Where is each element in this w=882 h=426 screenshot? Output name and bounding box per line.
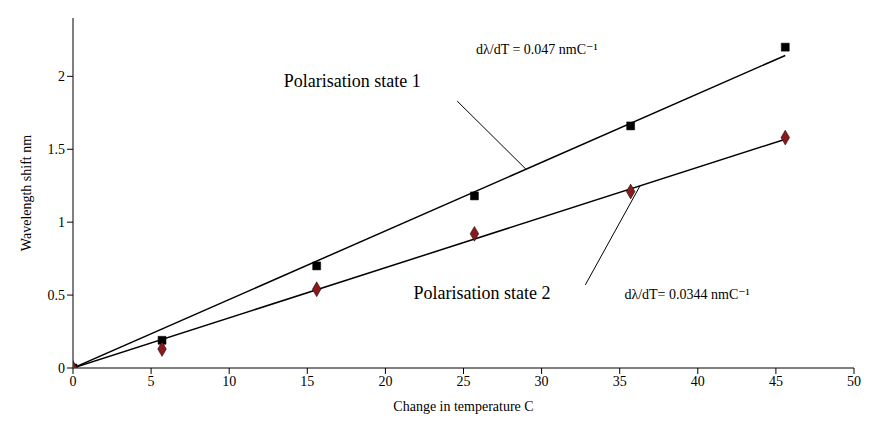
svg-text:50: 50: [847, 374, 861, 389]
svg-text:Wavelength shift nm: Wavelength shift nm: [19, 135, 34, 251]
svg-text:2: 2: [58, 69, 65, 84]
svg-text:dλ/dT = 0.047 nmC⁻¹: dλ/dT = 0.047 nmC⁻¹: [476, 42, 598, 57]
svg-text:30: 30: [535, 374, 549, 389]
svg-text:20: 20: [378, 374, 392, 389]
svg-text:10: 10: [222, 374, 236, 389]
svg-text:dλ/dT= 0.0344 nmC⁻¹: dλ/dT= 0.0344 nmC⁻¹: [624, 287, 749, 302]
svg-text:0.5: 0.5: [48, 288, 66, 303]
svg-text:15: 15: [300, 374, 314, 389]
svg-text:5: 5: [148, 374, 155, 389]
svg-text:0: 0: [58, 361, 65, 376]
svg-text:40: 40: [691, 374, 705, 389]
svg-text:35: 35: [613, 374, 627, 389]
svg-text:45: 45: [769, 374, 783, 389]
svg-text:Polarisation state 1: Polarisation state 1: [284, 71, 421, 91]
svg-text:Polarisation state 2: Polarisation state 2: [414, 283, 551, 303]
svg-text:0: 0: [70, 374, 77, 389]
svg-text:Change in temperature C: Change in temperature C: [393, 399, 533, 414]
svg-text:1.5: 1.5: [48, 142, 66, 157]
svg-text:25: 25: [457, 374, 471, 389]
svg-text:1: 1: [58, 215, 65, 230]
